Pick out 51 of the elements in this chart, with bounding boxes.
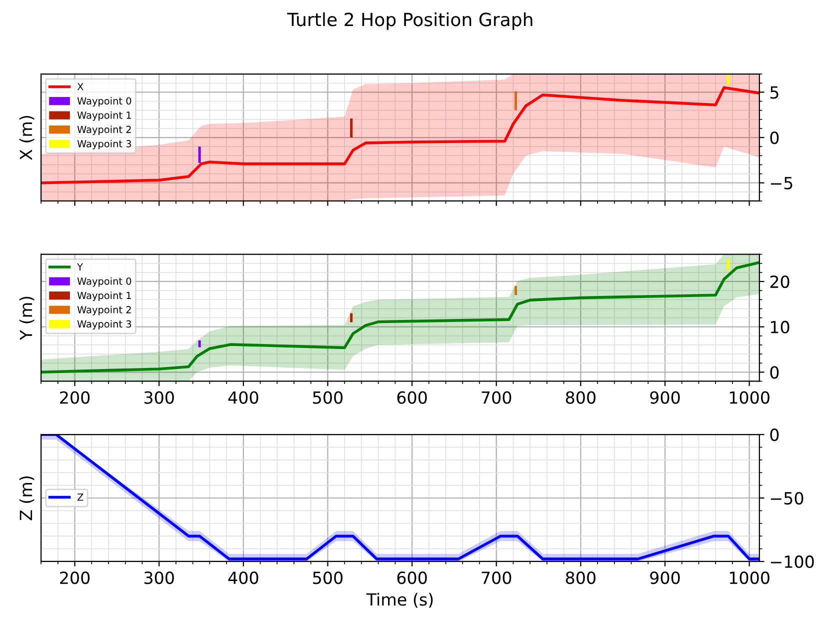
legend-label: Z bbox=[77, 494, 84, 501]
x-tick-label: 900 bbox=[650, 571, 680, 584]
y-tick-label: −100 bbox=[770, 555, 814, 568]
y-tick-label: 20 bbox=[770, 275, 790, 288]
bar bbox=[726, 258, 730, 270]
x-tick-label: 1000 bbox=[730, 391, 770, 404]
x-tick-label: 700 bbox=[482, 391, 512, 404]
legend-label: Waypoint 1 bbox=[77, 111, 131, 121]
legend-label: Waypoint 2 bbox=[77, 306, 131, 316]
x-axis-title: Time (s) bbox=[366, 592, 433, 608]
bar bbox=[198, 146, 201, 163]
legend-label: Waypoint 3 bbox=[77, 140, 132, 150]
y-tick-label: 10 bbox=[770, 320, 790, 334]
y-axis-title: Z (m) bbox=[19, 476, 34, 520]
x-tick-label: 400 bbox=[228, 391, 258, 404]
bar bbox=[198, 340, 201, 348]
legend-label: Y bbox=[77, 263, 83, 270]
y-tick-label: −50 bbox=[770, 492, 804, 505]
legend-label: X bbox=[77, 83, 84, 90]
y-tick-label: 0 bbox=[770, 131, 779, 144]
x-tick-label: 200 bbox=[60, 391, 90, 404]
bar bbox=[726, 74, 730, 85]
x-tick-label: 500 bbox=[313, 571, 343, 584]
x-tick-label: 700 bbox=[482, 571, 512, 584]
x-tick-label: 1000 bbox=[730, 571, 770, 584]
y-tick-label: 5 bbox=[770, 86, 778, 99]
bar bbox=[350, 118, 353, 138]
x-tick-label: 600 bbox=[397, 571, 427, 584]
legend-label: Waypoint 2 bbox=[77, 126, 131, 136]
x-tick-label: 300 bbox=[144, 571, 174, 584]
x-tick-label: 800 bbox=[566, 391, 596, 404]
y-axis-title: Y (m) bbox=[19, 296, 34, 340]
x-tick-label: 800 bbox=[566, 571, 596, 584]
legend-label: Waypoint 3 bbox=[77, 320, 132, 330]
x-tick-label: 600 bbox=[397, 391, 427, 404]
legend-label: Waypoint 0 bbox=[77, 97, 132, 106]
y-tick-label: 0 bbox=[770, 428, 779, 442]
bar bbox=[350, 313, 353, 322]
chart-title: Turtle 2 Hop Position Graph bbox=[287, 12, 532, 30]
x-tick-label: 300 bbox=[144, 391, 174, 404]
x-tick-label: 400 bbox=[228, 571, 258, 584]
bar bbox=[514, 91, 518, 110]
y-tick-label: −5 bbox=[770, 177, 792, 190]
x-tick-label: 200 bbox=[60, 571, 90, 584]
y-tick-label: 0 bbox=[770, 366, 779, 379]
x-tick-label: 500 bbox=[313, 391, 343, 404]
legend-label: Waypoint 0 bbox=[77, 277, 132, 287]
y-axis-title: X (m) bbox=[19, 116, 34, 160]
bar bbox=[514, 286, 518, 296]
x-tick-label: 900 bbox=[650, 391, 680, 404]
legend-label: Waypoint 1 bbox=[77, 292, 131, 301]
